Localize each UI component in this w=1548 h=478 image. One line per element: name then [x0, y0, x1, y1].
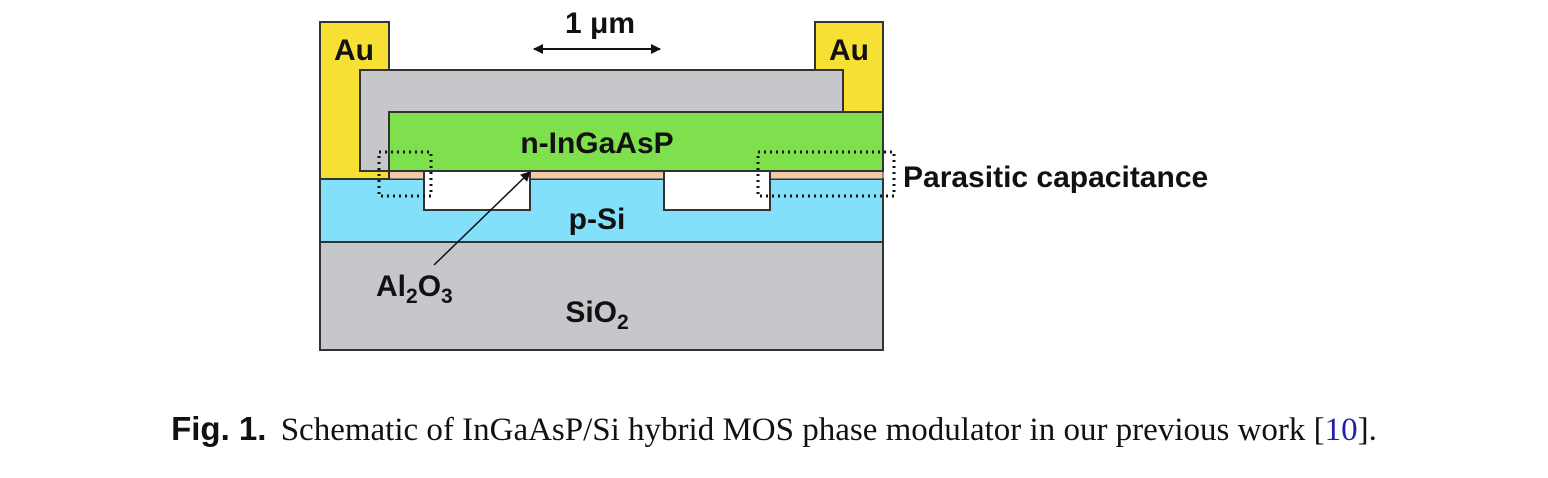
- al2o3-label: Al2O3: [376, 270, 453, 308]
- reference-link[interactable]: 10: [1324, 412, 1358, 448]
- trench-left: [423, 170, 531, 211]
- caption-text: Schematic of InGaAsP/Si hybrid MOS phase…: [280, 412, 1314, 448]
- p-si-label: p-Si: [569, 203, 626, 236]
- al2o3-pointer-arrow: [433, 171, 531, 266]
- trench-right: [663, 170, 771, 211]
- figure-label: Fig. 1.: [171, 410, 267, 447]
- device-schematic: 1 μm Au Au n-InGaAsP p-Si SiO2 Al2O3 Par…: [319, 7, 1208, 351]
- reference-open-bracket: [: [1313, 412, 1325, 448]
- sio2-substrate-layer: [319, 241, 884, 351]
- scale-bar-label: 1 μm: [565, 7, 635, 40]
- sio2-label: SiO2: [565, 296, 628, 334]
- au-label-right: Au: [829, 34, 869, 67]
- n-ingaasp-label: n-InGaAsP: [520, 127, 673, 160]
- parasitic-region-left: [377, 150, 433, 198]
- au-label-left: Au: [334, 34, 374, 67]
- parasitic-region-right: [756, 150, 896, 198]
- parasitic-capacitance-label: Parasitic capacitance: [903, 161, 1208, 194]
- reference-close-bracket: ].: [1357, 412, 1377, 448]
- n-ingaasp-layer: [388, 111, 884, 172]
- p-si-layer: [319, 178, 884, 243]
- figure-caption: Fig. 1. Schematic of InGaAsP/Si hybrid M…: [0, 410, 1548, 449]
